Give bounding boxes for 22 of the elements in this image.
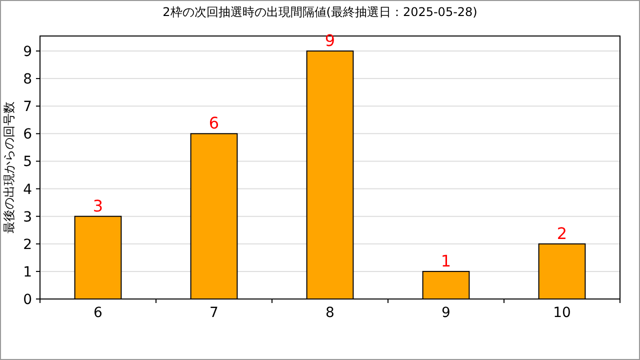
data-label: 6 [208,114,220,133]
x-tick-label: 7 [210,305,218,321]
data-label: 3 [92,196,104,216]
y-tick-label: 3 [23,209,32,226]
x-tick-label: 10 [553,305,571,321]
y-tick-label: 5 [23,154,32,170]
y-tick-label: 0 [23,292,32,308]
data-label: 2 [556,224,568,243]
y-tick-label: 9 [23,44,32,60]
x-tick-label: 8 [326,305,334,321]
data-label: 9 [324,31,336,50]
y-tick-label: 2 [23,236,32,253]
y-tick-label: 8 [23,72,32,88]
y-axis-title: 最後の出現からの回号数 [2,102,16,234]
x-tick-label: 9 [442,305,450,321]
chart-title: 2枠の次回抽選時の出現間隔値(最終抽選日：2025-05-28) [162,5,478,19]
y-tick-label: 1 [23,264,32,280]
y-tick-label: 7 [23,99,32,116]
x-tick-label: 6 [94,305,103,321]
y-tick-label: 6 [23,126,32,143]
y-tick-label: 4 [23,182,32,198]
data-label: 1 [440,251,452,270]
